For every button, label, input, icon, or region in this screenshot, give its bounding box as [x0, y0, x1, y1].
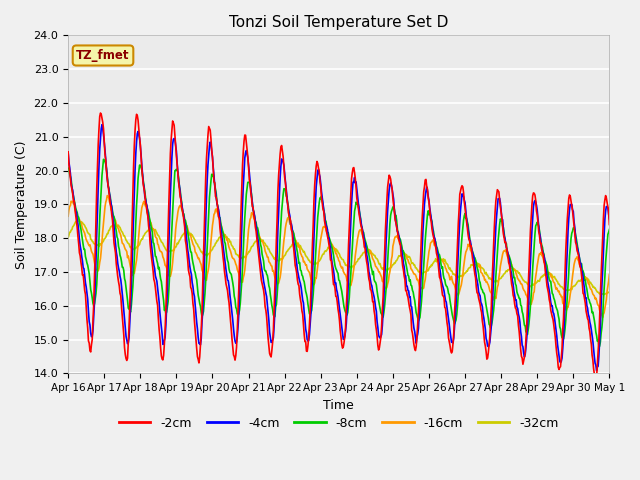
Line: -32cm: -32cm: [68, 221, 609, 295]
-4cm: [557, 360, 564, 365]
-8cm: [605, 227, 613, 232]
-2cm: [437, 280, 445, 286]
-16cm: [207, 239, 215, 244]
-32cm: [600, 292, 607, 298]
-4cm: [207, 142, 215, 147]
-32cm: [64, 235, 72, 241]
-8cm: [207, 178, 215, 184]
Y-axis label: Soil Temperature (C): Soil Temperature (C): [15, 140, 28, 269]
-2cm: [593, 374, 600, 380]
-4cm: [64, 150, 72, 156]
-8cm: [384, 259, 392, 265]
-2cm: [331, 286, 339, 291]
Line: -8cm: -8cm: [68, 159, 609, 346]
-2cm: [97, 110, 104, 116]
-4cm: [184, 247, 191, 253]
-32cm: [605, 289, 613, 295]
X-axis label: Time: Time: [323, 398, 354, 412]
Line: -16cm: -16cm: [68, 196, 609, 318]
-16cm: [437, 256, 445, 262]
-8cm: [64, 165, 72, 171]
-4cm: [593, 368, 600, 373]
-16cm: [605, 272, 613, 277]
Text: TZ_fmet: TZ_fmet: [76, 49, 130, 62]
-16cm: [104, 193, 111, 199]
-4cm: [605, 216, 613, 222]
-32cm: [331, 246, 339, 252]
-2cm: [207, 136, 215, 142]
-2cm: [384, 184, 392, 190]
-32cm: [75, 218, 83, 224]
-8cm: [557, 326, 564, 332]
-16cm: [557, 292, 564, 298]
-2cm: [605, 222, 613, 228]
-4cm: [331, 280, 339, 286]
-4cm: [98, 122, 106, 128]
-2cm: [184, 257, 191, 263]
-8cm: [331, 263, 339, 268]
-16cm: [64, 213, 72, 219]
-32cm: [207, 248, 215, 253]
-8cm: [437, 261, 445, 267]
-4cm: [437, 276, 445, 281]
Legend: -2cm, -4cm, -8cm, -16cm, -32cm: -2cm, -4cm, -8cm, -16cm, -32cm: [114, 412, 564, 435]
-16cm: [331, 248, 339, 254]
Line: -2cm: -2cm: [68, 113, 609, 377]
-32cm: [184, 229, 191, 235]
-32cm: [557, 284, 564, 289]
Title: Tonzi Soil Temperature Set D: Tonzi Soil Temperature Set D: [229, 15, 449, 30]
-32cm: [437, 257, 445, 263]
-16cm: [184, 226, 191, 231]
-4cm: [384, 208, 392, 214]
-8cm: [100, 156, 108, 162]
-8cm: [184, 229, 191, 235]
-16cm: [384, 281, 392, 287]
-16cm: [599, 315, 607, 321]
-2cm: [557, 364, 564, 370]
-32cm: [384, 267, 392, 273]
-2cm: [64, 149, 72, 155]
-8cm: [596, 343, 604, 349]
Line: -4cm: -4cm: [68, 125, 609, 371]
